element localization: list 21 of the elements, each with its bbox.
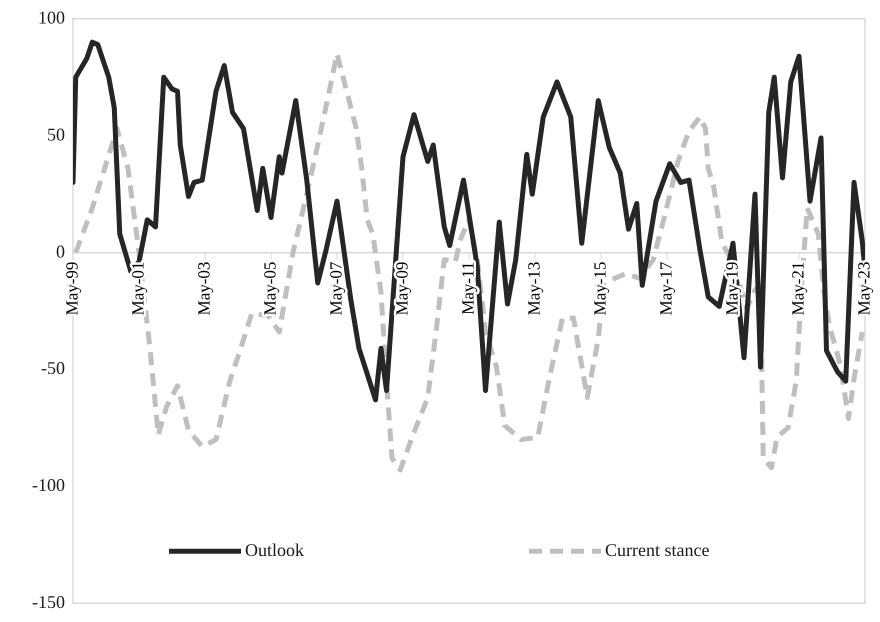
legend-label: Outlook (245, 540, 304, 560)
y-tick-label: -50 (41, 358, 65, 378)
legend-label: Current stance (605, 540, 710, 560)
x-tick-label: May-05 (260, 262, 280, 316)
x-tick-label: May-23 (854, 262, 874, 316)
x-tick-label: May-17 (656, 261, 676, 316)
x-tick-label: May-13 (524, 262, 544, 316)
y-tick-label: 100 (38, 8, 65, 28)
x-tick-label: May-01 (128, 262, 148, 316)
x-tick-label: May-09 (392, 262, 412, 316)
y-tick-label: 50 (47, 124, 65, 144)
x-tick-label: May-15 (590, 262, 610, 316)
x-tick-label: May-07 (326, 261, 346, 316)
y-tick-label: 0 (56, 241, 65, 262)
y-tick-label: -150 (32, 592, 65, 612)
x-tick-label: May-11 (458, 262, 478, 315)
y-tick-label: -100 (32, 475, 65, 496)
x-tick-label: May-21 (788, 262, 808, 316)
x-tick-label: May-19 (722, 262, 742, 316)
x-tick-label: May-03 (194, 262, 214, 316)
x-tick-label: May-99 (62, 262, 82, 316)
